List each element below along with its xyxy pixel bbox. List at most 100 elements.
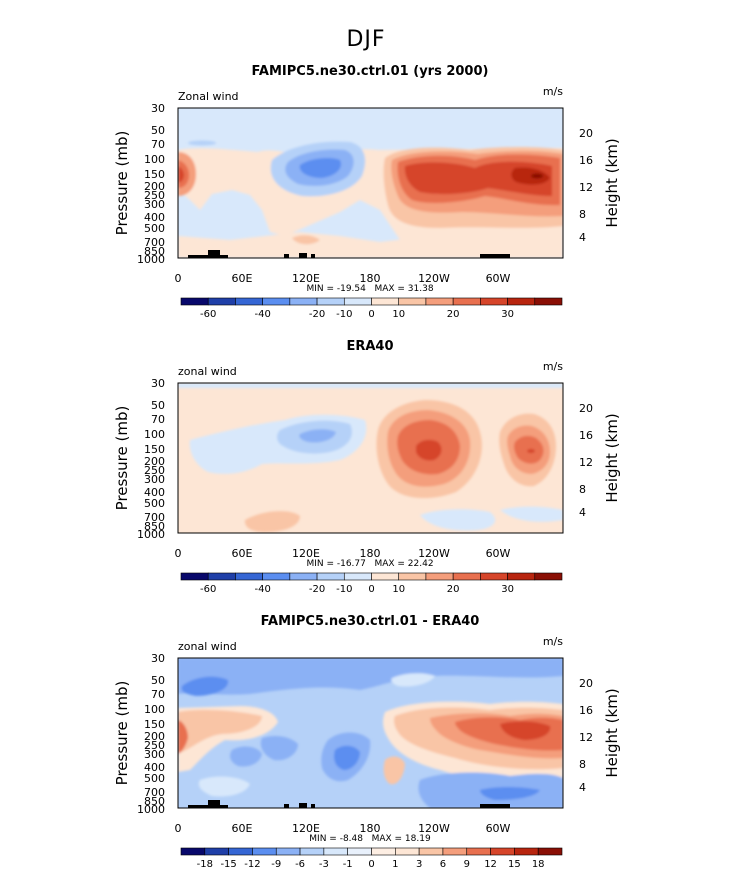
panel-2-stats: MIN = -16.77 MAX = 22.42: [306, 559, 433, 569]
panel-3-strat-darker: [178, 658, 563, 695]
x-tick: 60W: [486, 272, 511, 285]
panel-1-units: m/s: [543, 85, 563, 98]
y-tick: 300: [144, 198, 165, 211]
colorbar-box: [262, 297, 291, 306]
panel-2-ylabel: Pressure (mb): [113, 406, 131, 511]
panel-1: FAMIPC5.ne30.ctrl.01 (yrs 2000) Zonal wi…: [113, 64, 621, 320]
colorbar-box: [442, 847, 468, 856]
x-tick: 60W: [486, 822, 511, 835]
colorbar-label: -60: [200, 584, 216, 595]
panel-2-variable-label: zonal wind: [178, 365, 237, 378]
colorbar-box: [395, 847, 420, 856]
y-tick: 300: [144, 473, 165, 486]
panel-3-stats: MIN = -8.48 MAX = 18.19: [309, 834, 431, 844]
panel-2-surface-blue-1: [420, 509, 496, 531]
panel-3-field: [178, 658, 563, 808]
y-tick: 100: [144, 153, 165, 166]
panel-2-field: [178, 383, 563, 533]
x-tick: 120W: [418, 547, 450, 560]
y-tick: 850: [144, 520, 165, 533]
colorbar-label: 30: [501, 309, 514, 320]
colorbar-label: 1: [392, 859, 398, 870]
panel-2-units: m/s: [543, 360, 563, 373]
y-tick: 200: [144, 730, 165, 743]
y-tick: 30: [151, 377, 165, 390]
colorbar-box: [418, 847, 444, 856]
panel-3-negative-right-core: [480, 787, 540, 800]
colorbar-box: [323, 847, 348, 856]
colorbar-box: [537, 847, 563, 856]
panel-2-jet-a-core: [416, 439, 442, 461]
x-tick: 60W: [486, 547, 511, 560]
colorbar-box: [398, 572, 427, 581]
colorbar-box: [207, 572, 236, 581]
y-tick-right: 12: [579, 731, 593, 744]
panel-2-ylabel-right: Height (km): [603, 413, 621, 502]
panel-3-x-ticks: 0 60E 120E 180 120W 60W: [175, 822, 511, 835]
y-tick-right: 8: [579, 483, 586, 496]
colorbar-box: [507, 297, 536, 306]
panel-3-ylabel-right: Height (km): [603, 688, 621, 777]
panel-2-x-ticks: 0 60E 120E 180 120W 60W: [175, 547, 511, 560]
y-tick-right: 16: [579, 429, 593, 442]
colorbar-box: [347, 847, 372, 856]
colorbar-box: [228, 847, 253, 856]
y-tick: 250: [144, 464, 165, 477]
panel-3-negative-mid-2: [260, 736, 298, 761]
colorbar-label: 0: [368, 309, 374, 320]
colorbar-box: [180, 572, 209, 581]
x-tick: 0: [175, 272, 182, 285]
colorbar-box: [534, 297, 563, 306]
panel-3-y-ticks-right: 20 16 12 8 4: [579, 677, 593, 794]
colorbar-box: [262, 572, 291, 581]
panel-3-frame: [177, 657, 564, 809]
colorbar-box: [507, 572, 536, 581]
y-tick: 150: [144, 168, 165, 181]
x-tick: 120E: [292, 547, 320, 560]
colorbar-label: -3: [319, 859, 329, 870]
panel-2-jet-b-core: [527, 449, 535, 453]
panel-2-surface-blue-2: [500, 506, 563, 522]
x-tick: 180: [360, 272, 381, 285]
colorbar-box: [371, 847, 396, 856]
y-tick-right: 8: [579, 758, 586, 771]
colorbar-box: [398, 297, 427, 306]
colorbar-label: -9: [271, 859, 281, 870]
y-tick: 100: [144, 428, 165, 441]
y-tick: 1000: [137, 528, 165, 541]
y-tick: 700: [144, 511, 165, 524]
colorbar-label: -1: [343, 859, 353, 870]
x-tick: 120E: [292, 272, 320, 285]
y-tick: 400: [144, 486, 165, 499]
panel-1-strat-patch: [188, 140, 216, 146]
colorbar-label: -20: [309, 309, 325, 320]
colorbar-box: [180, 297, 209, 306]
panel-1-ylabel-right: Height (km): [603, 138, 621, 227]
colorbar-label: 30: [501, 584, 514, 595]
colorbar-box: [299, 847, 325, 856]
panel-1-y-ticks: 30 50 70 100 150 200 250 300 400 500 700…: [137, 102, 165, 266]
colorbar-box: [371, 572, 400, 581]
panel-2-title: ERA40: [346, 339, 393, 354]
panel-3-strat-patch-right: [391, 673, 435, 687]
panel-1-contour-pos-surface: [178, 232, 563, 258]
colorbar-box: [425, 297, 454, 306]
colorbar-label: 3: [416, 859, 422, 870]
x-tick: 60E: [232, 547, 253, 560]
y-tick-right: 4: [579, 506, 586, 519]
y-tick: 150: [144, 443, 165, 456]
y-tick: 1000: [137, 803, 165, 816]
panel-3-strat-core-left: [181, 676, 229, 696]
panel-2: ERA40 zonal wind m/s: [113, 339, 621, 595]
x-tick: 0: [175, 547, 182, 560]
y-tick: 500: [144, 772, 165, 785]
panel-1-jet-max: [531, 173, 543, 179]
colorbar-label: 20: [447, 584, 460, 595]
colorbar-label: 20: [447, 309, 460, 320]
colorbar-label: -40: [254, 309, 270, 320]
panel-2-strat-band: [178, 383, 563, 388]
y-tick: 500: [144, 497, 165, 510]
colorbar-box: [275, 847, 301, 856]
y-tick: 250: [144, 189, 165, 202]
colorbar-box: [289, 297, 318, 306]
